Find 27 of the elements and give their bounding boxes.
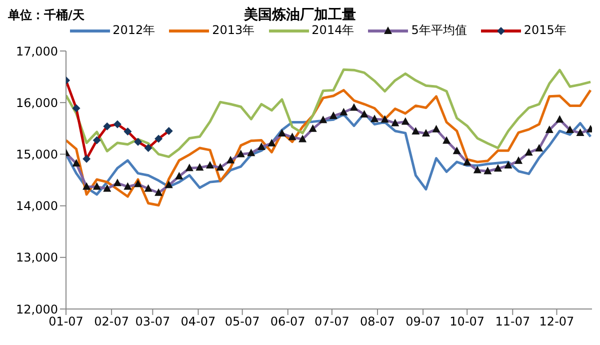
legend-label: 2013年 [212,22,255,39]
legend-label: 2012年 [112,22,156,39]
legend-label: 5年平均值 [411,22,467,39]
legend-label: 2014年 [312,22,354,39]
x-tick-label: 07-07 [314,314,350,329]
x-tick-label: 01-07 [48,314,84,329]
y-tick-label: 12,000 [16,302,58,316]
x-tick-label: 09-07 [406,314,440,329]
x-tick-label: 02-07 [94,314,129,329]
y-tick-label: 16,000 [16,96,58,110]
legend-label: 2015年 [524,22,566,39]
x-tick-label: 05-07 [224,314,260,329]
x-tick-label: 04-07 [180,314,216,329]
line-series [66,68,592,158]
x-tick-label: 06-07 [270,314,306,329]
x-tick-label: 03-07 [135,314,170,329]
line-series [66,88,592,207]
text: 单位：千桶/天 [8,7,84,24]
y-tick-label: 17,000 [16,44,58,58]
x-tick-label: 12-07 [539,314,574,329]
y-tick-label: 13,000 [16,250,58,265]
y-tick-label: 14,000 [16,199,58,214]
y-tick-label: 15,000 [16,147,58,162]
x-tick-label: 11-07 [495,314,530,329]
x-tick-label: 10-07 [450,314,485,329]
x-tick-label: 08-07 [360,314,395,329]
chart-title: 美国炼油厂加工量 [244,7,356,23]
